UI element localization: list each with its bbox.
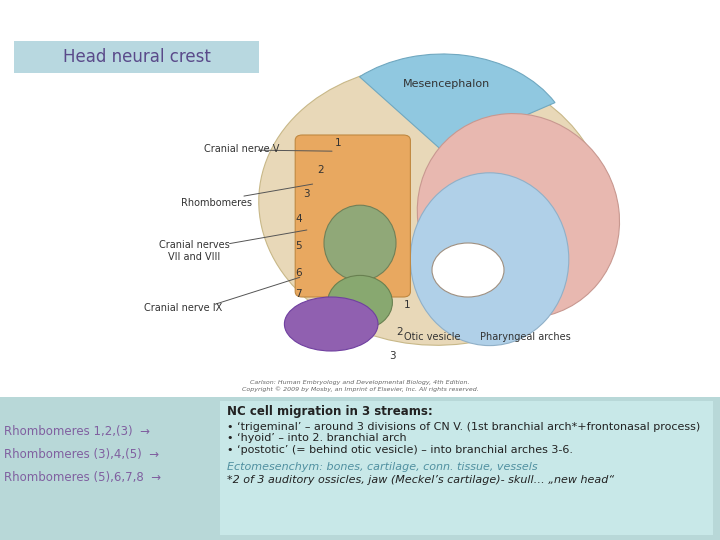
Text: Carlson: Human Embryology and Developmental Biology, 4th Edition.
Copyright © 20: Carlson: Human Embryology and Developmen… <box>242 380 478 392</box>
Text: 2: 2 <box>317 165 324 175</box>
Text: 5: 5 <box>295 241 302 251</box>
Ellipse shape <box>328 275 392 329</box>
Ellipse shape <box>410 173 569 346</box>
Text: Otic vesicle: Otic vesicle <box>404 333 460 342</box>
FancyBboxPatch shape <box>36 70 684 394</box>
FancyBboxPatch shape <box>295 135 410 297</box>
Text: *2 of 3 auditory ossicles, jaw (Meckel’s cartilage)- skull… „new head“: *2 of 3 auditory ossicles, jaw (Meckel’s… <box>227 475 614 484</box>
Text: 3: 3 <box>389 352 396 361</box>
Text: Rhombomeres (3),4,(5)  →: Rhombomeres (3),4,(5) → <box>4 448 158 461</box>
Text: Rhombomeres 1,2,(3)  →: Rhombomeres 1,2,(3) → <box>4 426 150 438</box>
Ellipse shape <box>258 65 606 345</box>
Text: • ‘trigeminal’ – around 3 divisions of CN V. (1st branchial arch*+frontonasal pr: • ‘trigeminal’ – around 3 divisions of C… <box>227 422 700 431</box>
Text: 4: 4 <box>295 214 302 224</box>
Text: 3: 3 <box>302 190 310 199</box>
Text: 1: 1 <box>335 138 342 148</box>
Text: • ‘hyoid’ – into 2. branchial arch: • ‘hyoid’ – into 2. branchial arch <box>227 434 406 443</box>
FancyBboxPatch shape <box>0 397 720 540</box>
Text: Pharyngeal arches: Pharyngeal arches <box>480 333 571 342</box>
Text: Ectomesenchym: bones, cartilage, conn. tissue, vessels: Ectomesenchym: bones, cartilage, conn. t… <box>227 462 537 471</box>
Text: Mesencephalon: Mesencephalon <box>402 79 490 89</box>
FancyBboxPatch shape <box>220 401 713 535</box>
Circle shape <box>432 243 504 297</box>
Text: 1: 1 <box>403 300 410 310</box>
Text: 7: 7 <box>295 289 302 299</box>
Text: Rhombomeres (5),6,7,8  →: Rhombomeres (5),6,7,8 → <box>4 471 161 484</box>
Ellipse shape <box>284 297 378 351</box>
Text: Rhombomeres: Rhombomeres <box>181 198 251 207</box>
Wedge shape <box>359 54 555 151</box>
FancyBboxPatch shape <box>14 40 259 73</box>
Text: • ‘postotic’ (= behind otic vesicle) – into branchial arches 3-6.: • ‘postotic’ (= behind otic vesicle) – i… <box>227 446 573 455</box>
Text: 6: 6 <box>295 268 302 278</box>
Text: 2: 2 <box>396 327 403 337</box>
Text: NC cell migration in 3 streams:: NC cell migration in 3 streams: <box>227 405 433 418</box>
Ellipse shape <box>418 113 619 319</box>
Text: Cranial nerve V: Cranial nerve V <box>204 144 279 153</box>
Text: Cranial nerves
VII and VIII: Cranial nerves VII and VIII <box>159 240 230 262</box>
Text: Cranial nerve IX: Cranial nerve IX <box>145 303 222 313</box>
Ellipse shape <box>324 205 396 281</box>
Text: Head neural crest: Head neural crest <box>63 48 211 66</box>
